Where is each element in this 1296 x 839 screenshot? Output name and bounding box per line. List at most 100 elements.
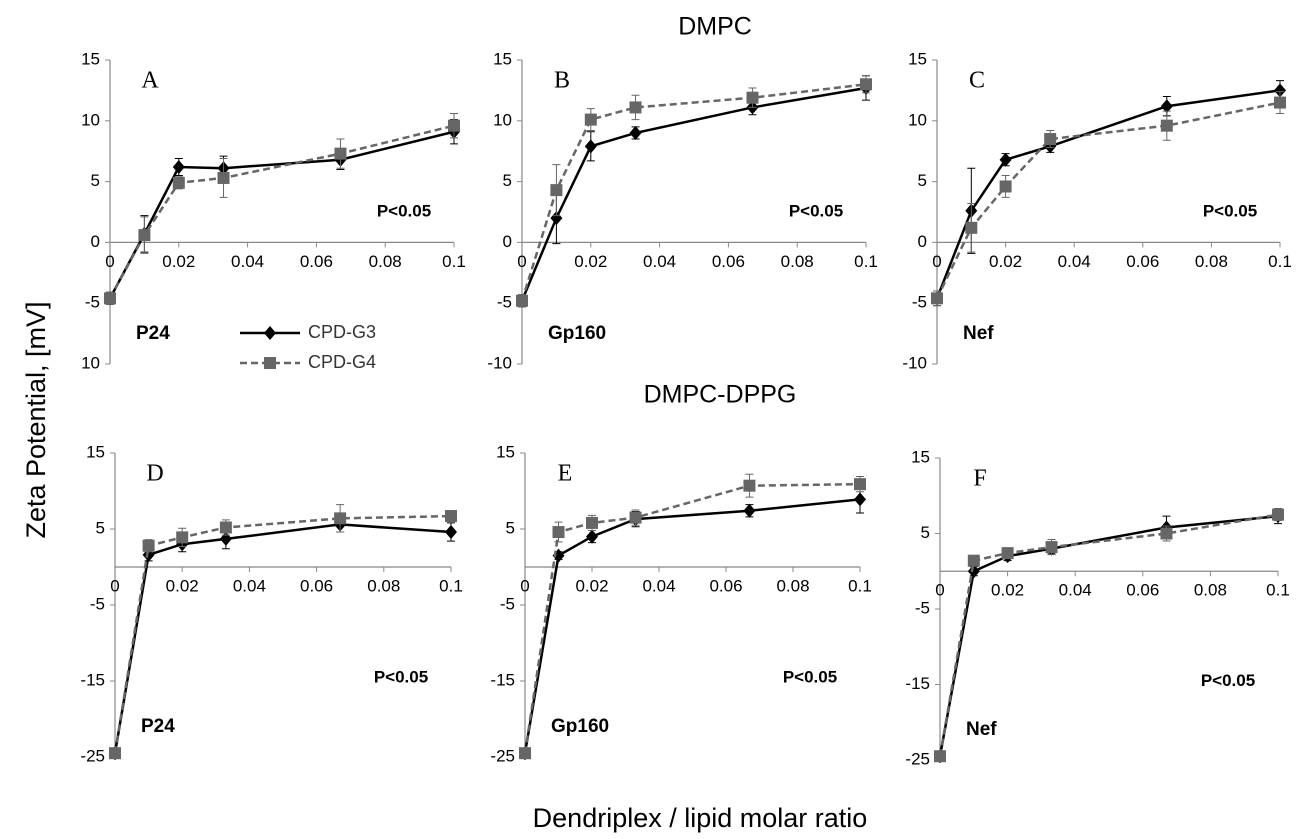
marker	[743, 503, 756, 518]
marker	[138, 229, 151, 242]
panel-letter: B	[554, 68, 570, 94]
y-tick-label: 0	[91, 232, 100, 251]
legend-marker	[264, 357, 276, 369]
series-line	[523, 482, 861, 754]
x-tick-label: 0	[520, 576, 529, 595]
x-tick-label: 0.08	[1195, 252, 1228, 271]
y-tick-label: 5	[506, 518, 515, 537]
marker	[445, 525, 457, 540]
y-tick-label: 10	[81, 110, 100, 129]
y-tick-label: -5	[90, 594, 105, 613]
marker	[746, 91, 759, 104]
x-tick-label: 0.04	[1058, 252, 1091, 271]
marker	[176, 531, 189, 544]
x-tick-label: 0.08	[1194, 581, 1227, 600]
marker	[142, 539, 155, 552]
y-tick-label: 5	[503, 171, 512, 190]
y-tick-label: 10	[493, 110, 512, 129]
y-tick-label: -5	[500, 594, 515, 613]
x-tick-label: 0.1	[439, 576, 463, 595]
marker	[965, 221, 978, 234]
p-value: P<0.05	[1203, 201, 1257, 220]
p-value: P<0.05	[374, 667, 428, 686]
y-tick-label: -10	[902, 353, 927, 372]
protein-label: Nef	[963, 323, 994, 344]
x-tick-label: 0.08	[367, 576, 400, 595]
y-tick-label: -15	[80, 670, 105, 689]
x-tick-label: 0	[517, 252, 526, 271]
marker	[586, 516, 598, 529]
x-tick-label: 0.06	[300, 252, 333, 271]
y-tick-label: -5	[497, 293, 512, 312]
protein-label: Gp160	[551, 716, 609, 737]
marker	[586, 529, 598, 544]
y-tick-label: 15	[86, 442, 105, 461]
y-tick-label: -25	[490, 746, 515, 765]
x-tick-label: 0.02	[991, 581, 1024, 600]
marker	[934, 750, 946, 763]
x-tick-label: 0	[110, 576, 119, 595]
series-line	[938, 514, 1279, 757]
marker	[1160, 99, 1173, 114]
x-tick-label: 0.08	[776, 576, 809, 595]
x-axis-label: Dendriplex / lipid molar ratio	[533, 803, 868, 833]
panel-letter: F	[973, 466, 986, 492]
y-tick-label: 5	[921, 523, 930, 542]
y-tick-label: -15	[905, 674, 930, 693]
marker	[967, 564, 980, 579]
x-tick-label: 0	[932, 252, 941, 271]
series-line	[520, 86, 867, 302]
marker	[334, 512, 347, 525]
marker	[104, 292, 116, 305]
x-tick-label: 0.04	[1059, 581, 1092, 600]
x-tick-label: 0.1	[854, 252, 878, 271]
x-tick-label: 0.08	[781, 252, 814, 271]
marker	[445, 510, 457, 523]
y-tick-label: -25	[80, 746, 105, 765]
group-title: DMPC-DPPG	[644, 381, 797, 409]
marker	[629, 125, 642, 140]
marker	[550, 211, 563, 226]
panel-letter: E	[558, 461, 573, 487]
y-axis-label: Zeta Potential, [mV]	[21, 301, 51, 538]
p-value: P<0.05	[1201, 671, 1255, 690]
marker	[109, 747, 121, 760]
x-tick-label: 0.02	[166, 576, 199, 595]
y-tick-label: -10	[487, 353, 512, 372]
y-tick-label: 5	[96, 518, 105, 537]
y-tick-label: 15	[496, 442, 515, 461]
x-tick-label: 0.02	[575, 576, 608, 595]
marker	[217, 171, 230, 184]
x-tick-label: 0.06	[300, 576, 333, 595]
y-tick-label: 15	[911, 447, 930, 466]
x-tick-label: 0.06	[1126, 252, 1159, 271]
marker	[550, 184, 563, 197]
y-tick-label: 0	[503, 232, 512, 251]
y-tick-label: 15	[493, 49, 512, 68]
x-tick-label: 0.04	[233, 576, 266, 595]
x-tick-label: 0	[935, 581, 944, 600]
y-tick-label: -5	[915, 598, 930, 617]
y-tick-label: 10	[81, 353, 100, 372]
x-tick-label: 0.02	[989, 252, 1022, 271]
protein-label: P24	[136, 323, 170, 344]
series-line	[113, 514, 452, 754]
protein-label: P24	[141, 716, 175, 737]
marker	[967, 554, 980, 567]
x-tick-label: 0.06	[712, 252, 745, 271]
panel-letter: A	[141, 68, 159, 94]
x-tick-label: 0.04	[642, 576, 675, 595]
y-tick-label: -15	[490, 670, 515, 689]
y-tick-label: -5	[912, 293, 927, 312]
x-tick-label: 0.1	[1268, 252, 1292, 271]
y-tick-label: 0	[918, 232, 927, 251]
series-line	[520, 83, 867, 302]
marker	[1001, 547, 1014, 560]
y-tick-label: 15	[81, 49, 100, 68]
marker	[1160, 119, 1173, 132]
legend-marker	[264, 326, 276, 340]
marker	[519, 747, 531, 760]
marker	[172, 160, 185, 175]
marker	[448, 119, 460, 132]
